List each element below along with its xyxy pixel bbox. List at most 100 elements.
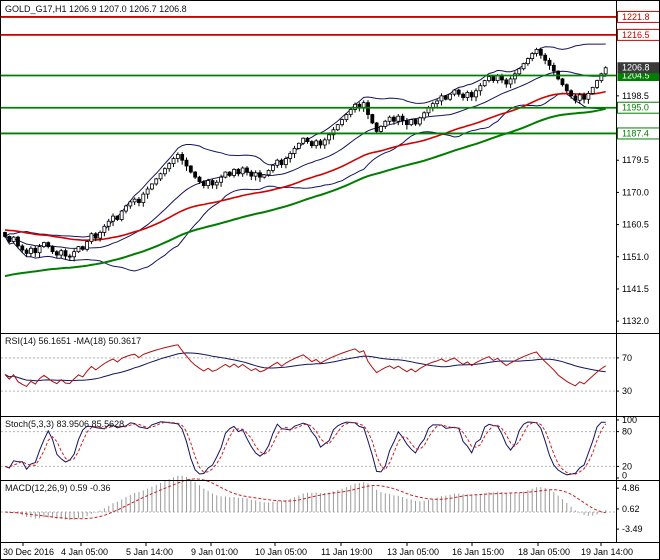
candle-body: [175, 154, 180, 159]
candle-body: [93, 233, 98, 239]
candle-body: [124, 205, 128, 212]
candle-body: [106, 220, 111, 227]
candle-body: [586, 93, 591, 100]
candle-body: [227, 171, 232, 176]
candle-body: [201, 181, 206, 187]
price-tick-label: 1179.5: [622, 155, 649, 165]
candle-body: [534, 49, 539, 54]
candle-body: [193, 171, 198, 178]
candle-body: [162, 168, 167, 175]
candle-body: [188, 165, 193, 173]
candle-body: [573, 95, 578, 101]
candle-body: [301, 137, 306, 144]
candle-body: [154, 178, 159, 185]
candle-body: [344, 114, 349, 120]
bollinger-upper-band: [4, 43, 606, 238]
stoch-tick-label: 20: [622, 461, 632, 471]
candle-body: [538, 49, 543, 56]
candle-body: [465, 92, 470, 98]
candle-body: [569, 90, 574, 97]
stoch-tick-label: 100: [622, 415, 637, 425]
candle-body: [33, 247, 38, 254]
current-price-label: 1206.8: [622, 63, 650, 73]
candle-body: [348, 109, 353, 115]
candle-body: [331, 129, 336, 136]
bollinger-lower-band: [4, 92, 606, 272]
price-tick-label: 1160.5: [622, 220, 649, 230]
price-level-label: 1204.5: [622, 71, 650, 81]
candle-body: [435, 100, 440, 105]
candle-body: [322, 139, 327, 146]
candle-body: [50, 246, 55, 253]
price-tick-label: 1151.0: [622, 252, 649, 262]
candle-body: [85, 241, 90, 250]
stochastic-panel[interactable]: 100 80 200: [1, 415, 637, 481]
time-axis-label: 18 Jan 05:00: [518, 547, 570, 557]
panel-separators: [1, 1, 659, 543]
macd-tick-label: 0.62: [622, 504, 640, 514]
candle-body: [564, 84, 569, 92]
candle-body: [314, 140, 319, 147]
candle-body: [305, 137, 310, 142]
time-axis[interactable]: 30 Dec 2016 4 Jan 05:00 5 Jan 14:00 9 Jan 0…: [3, 542, 633, 558]
time-axis-label: 16 Jan 15:00: [452, 547, 504, 557]
candle-body: [508, 78, 513, 85]
candle-body: [396, 115, 401, 122]
rsi-line: [4, 344, 606, 388]
candle-body: [560, 78, 565, 86]
price-level-label: 1216.5: [622, 30, 650, 40]
candle-body: [422, 112, 427, 119]
main-price-panel[interactable]: [1, 16, 616, 278]
candle-body: [128, 201, 133, 207]
candle-body: [543, 54, 548, 61]
candle-body: [292, 147, 297, 154]
candle-body: [469, 92, 474, 98]
candle-body: [41, 242, 46, 248]
candle-body: [262, 174, 267, 178]
price-level-label: 1187.4: [622, 128, 649, 138]
candle-body: [150, 183, 154, 190]
candle-body: [236, 168, 241, 175]
candle-body: [340, 119, 344, 126]
price-level-tag: [617, 101, 659, 114]
candle-body: [582, 94, 586, 100]
candle-body: [11, 236, 16, 242]
price-level-label: 1221.8: [622, 12, 650, 22]
candle-body: [271, 164, 275, 171]
candle-body: [197, 176, 202, 182]
candle-body: [63, 250, 68, 257]
time-axis-label: 11 Jan 19:00: [321, 547, 372, 557]
candle-body: [279, 159, 284, 166]
candle-body: [603, 67, 608, 75]
candle-body: [72, 251, 77, 258]
candle-body: [452, 89, 457, 95]
rsi-panel[interactable]: 70 30: [1, 344, 632, 396]
candle-body: [253, 172, 258, 177]
candle-body: [266, 169, 271, 176]
candle-body: [482, 80, 487, 87]
candle-body: [547, 59, 552, 66]
price-axis[interactable]: 1198.5 1179.5 1170.0 1160.5 1151.0 1141.5 1132…: [616, 10, 660, 326]
candle-body: [210, 180, 215, 186]
candle-body: [137, 198, 141, 203]
time-axis-label: 13 Jan 05:00: [387, 547, 439, 557]
candle-body: [491, 76, 496, 82]
candle-body: [283, 158, 288, 166]
candle-body: [180, 154, 185, 161]
time-axis-label: 5 Jan 14:00: [126, 547, 173, 557]
candle-body: [474, 90, 478, 98]
candle-body: [158, 173, 163, 180]
macd-panel[interactable]: 4.86 0.62 -3.49: [1, 475, 643, 534]
candle-body: [318, 140, 323, 146]
candle-body: [296, 142, 301, 149]
candle-body: [517, 68, 522, 75]
candle-body: [24, 249, 29, 254]
candle-body: [145, 188, 150, 195]
candle-body: [54, 251, 59, 256]
candle-body: [89, 233, 94, 242]
candle-body: [443, 95, 448, 100]
candle-body: [59, 250, 64, 256]
candle-body: [599, 73, 604, 82]
